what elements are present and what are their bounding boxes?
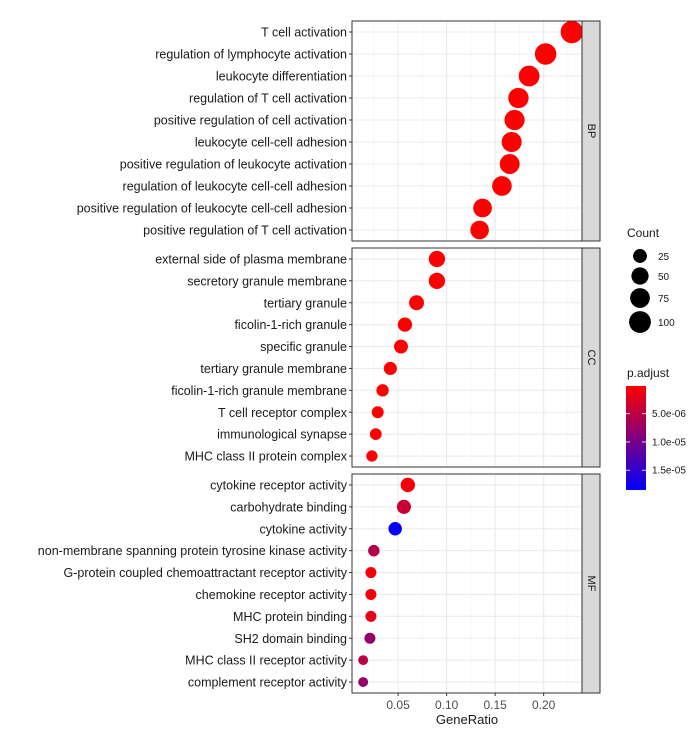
size-legend-key: [630, 288, 650, 308]
y-tick-label: complement receptor activity: [188, 676, 348, 690]
y-tick-label: positive regulation of leukocyte cell-ce…: [77, 202, 347, 216]
y-tick-label: leukocyte differentiation: [216, 70, 347, 84]
colorbar: [626, 386, 646, 490]
data-point: [388, 522, 402, 536]
data-point: [492, 176, 512, 196]
data-point: [504, 109, 525, 131]
data-point: [394, 339, 408, 354]
size-legend-key: [633, 249, 647, 263]
y-tick-label: MHC protein binding: [233, 610, 347, 624]
y-tick-label: secretory granule membrane: [187, 274, 347, 288]
y-tick-label: carbohydrate binding: [230, 500, 347, 514]
y-tick-label: tertiary granule: [264, 296, 347, 310]
data-point: [368, 544, 380, 557]
facet-strip-label: BP: [585, 124, 597, 139]
y-tick-label: ficolin-1-rich granule: [234, 318, 347, 332]
data-point: [428, 250, 446, 268]
facet-strip: [581, 20, 601, 242]
data-point: [501, 131, 522, 153]
data-point: [366, 450, 378, 462]
data-point: [470, 220, 489, 240]
y-tick-label: immunological synapse: [217, 428, 347, 442]
y-tick-label: positive regulation of T cell activation: [143, 224, 347, 238]
colorbar-label: 1.0e-05: [652, 437, 686, 448]
size-legend-key: [629, 311, 651, 333]
y-tick-label: leukocyte cell-cell adhesion: [195, 136, 347, 150]
data-point: [534, 43, 557, 65]
data-point: [397, 317, 413, 332]
size-legend-title: Count: [627, 226, 660, 240]
data-point: [358, 655, 369, 666]
y-tick-label: SH2 domain binding: [234, 632, 347, 646]
size-legend-label: 25: [658, 252, 670, 263]
y-tick-label: regulation of leukocyte cell-cell adhesi…: [123, 180, 347, 194]
y-tick-label: tertiary granule membrane: [200, 362, 347, 376]
data-point: [518, 65, 540, 87]
y-tick-label: positive regulation of leukocyte activat…: [120, 158, 347, 172]
x-axis-title: GeneRatio: [436, 712, 498, 727]
data-point: [508, 87, 529, 109]
y-tick-label: cytokine activity: [259, 522, 347, 536]
facet-panel-mf: [349, 473, 601, 694]
x-tick-label: 0.20: [532, 698, 556, 712]
y-tick-label: ficolin-1-rich granule membrane: [171, 384, 347, 398]
data-point: [365, 567, 377, 579]
y-tick-label: cytokine receptor activity: [210, 478, 348, 492]
y-tick-label: MHC class II protein complex: [184, 450, 347, 464]
facet-strip: [581, 473, 601, 694]
facet-panel-cc: [349, 247, 601, 468]
data-point: [365, 610, 377, 622]
y-tick-label: T cell activation: [261, 26, 347, 40]
y-tick-label: regulation of T cell activation: [189, 92, 347, 106]
x-tick-label: 0.15: [483, 698, 507, 712]
colorbar-label: 1.5e-05: [652, 466, 686, 477]
facet-strip-label: MF: [585, 576, 597, 592]
y-tick-label: specific granule: [260, 340, 347, 354]
data-point: [376, 384, 389, 397]
y-tick-label: chemokine receptor activity: [196, 588, 348, 602]
data-point: [409, 295, 425, 311]
data-point: [369, 428, 382, 441]
data-point: [365, 588, 377, 600]
facet-strip-label: CC: [585, 350, 597, 366]
data-point: [400, 477, 415, 493]
y-tick-label: MHC class II receptor activity: [185, 654, 348, 668]
color-legend-title: p.adjust: [627, 366, 670, 380]
y-tick-label: regulation of lymphocyte activation: [155, 48, 347, 62]
data-point: [383, 361, 397, 375]
data-point: [371, 406, 384, 419]
data-point: [560, 20, 584, 44]
y-tick-label: non-membrane spanning protein tyrosine k…: [38, 544, 348, 558]
data-point: [428, 272, 446, 289]
facet-strip: [581, 247, 601, 468]
facet-panel-bp: [349, 20, 601, 242]
data-point: [358, 677, 369, 687]
size-legend-label: 100: [658, 318, 675, 329]
size-legend-label: 50: [658, 272, 670, 283]
y-tick-label: T cell receptor complex: [218, 406, 348, 420]
y-tick-label: G-protein coupled chemoattractant recept…: [64, 566, 348, 580]
y-tick-label: positive regulation of cell activation: [154, 114, 347, 128]
x-tick-label: 0.05: [386, 698, 410, 712]
x-tick-label: 0.10: [435, 698, 459, 712]
size-legend-label: 75: [658, 294, 670, 305]
colorbar-label: 5.0e-06: [652, 409, 686, 420]
data-point: [396, 499, 411, 514]
size-legend-key: [631, 267, 649, 285]
data-point: [499, 154, 520, 174]
y-tick-label: external side of plasma membrane: [155, 252, 347, 266]
data-point: [364, 632, 376, 644]
data-point: [473, 198, 492, 218]
